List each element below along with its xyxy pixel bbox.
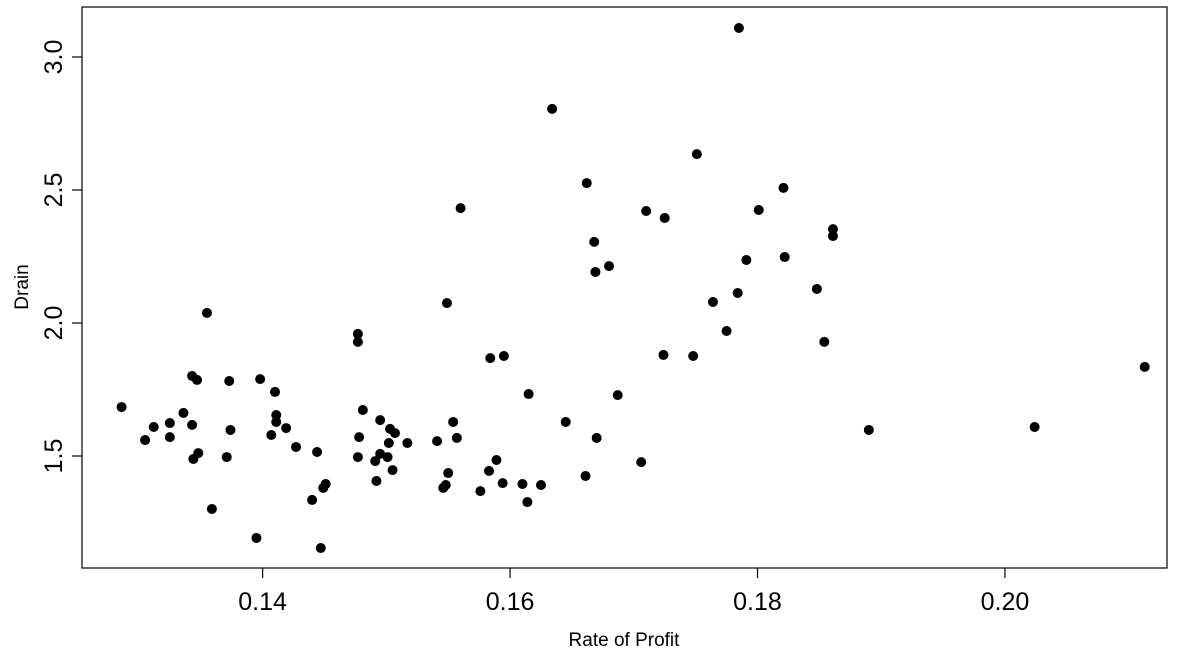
point xyxy=(206,503,217,514)
point xyxy=(455,203,466,214)
y-axis-label: Drain xyxy=(12,264,33,309)
point xyxy=(221,452,232,463)
point xyxy=(402,437,413,448)
point xyxy=(187,419,198,430)
point xyxy=(269,386,280,397)
point xyxy=(484,465,495,476)
point xyxy=(827,231,838,242)
point xyxy=(352,452,363,463)
point xyxy=(255,374,266,385)
point xyxy=(659,212,670,223)
point xyxy=(441,298,452,309)
point xyxy=(164,432,175,443)
point xyxy=(641,206,652,217)
point xyxy=(485,353,496,364)
point xyxy=(523,389,534,400)
point xyxy=(312,447,323,458)
point xyxy=(225,424,236,435)
point xyxy=(707,296,718,307)
point xyxy=(148,422,159,433)
x-axis-label: Rate of Profit xyxy=(569,630,681,651)
x-tick-label: 0.14 xyxy=(238,588,287,616)
point xyxy=(371,476,382,487)
point xyxy=(581,178,592,189)
point xyxy=(352,336,363,347)
y-tick-label: 3.0 xyxy=(40,40,68,75)
point xyxy=(491,455,502,466)
point xyxy=(612,390,623,401)
point xyxy=(863,424,874,435)
point xyxy=(164,418,175,429)
point xyxy=(281,423,292,434)
point xyxy=(658,349,669,360)
point xyxy=(375,415,386,426)
point xyxy=(178,407,189,418)
point xyxy=(819,336,830,347)
point xyxy=(354,432,365,443)
point xyxy=(307,494,318,505)
y-tick-label: 2.0 xyxy=(40,306,68,341)
point xyxy=(604,261,615,272)
point xyxy=(116,402,127,413)
x-tick-label: 0.16 xyxy=(486,588,535,616)
x-tick-label: 0.18 xyxy=(733,588,782,616)
point xyxy=(691,149,702,160)
point xyxy=(315,543,326,554)
x-tick-label: 0.20 xyxy=(981,588,1030,616)
point xyxy=(1029,422,1040,433)
point xyxy=(811,283,822,294)
point xyxy=(753,204,764,215)
point xyxy=(721,325,732,336)
point xyxy=(251,532,262,543)
point xyxy=(193,448,204,459)
point xyxy=(547,103,558,114)
point xyxy=(517,478,528,489)
point xyxy=(271,416,282,427)
point xyxy=(291,441,302,452)
point xyxy=(357,404,368,415)
plot-frame xyxy=(81,6,1168,569)
point xyxy=(224,376,235,386)
point xyxy=(390,428,401,439)
point xyxy=(498,350,509,361)
point xyxy=(140,435,151,446)
point xyxy=(383,437,394,448)
point xyxy=(778,182,789,193)
point xyxy=(535,480,546,491)
point xyxy=(387,465,398,476)
point xyxy=(732,287,743,298)
point xyxy=(733,23,744,34)
point xyxy=(320,478,331,489)
point xyxy=(1139,361,1150,372)
point xyxy=(266,429,277,440)
point xyxy=(448,416,459,427)
point xyxy=(497,478,508,489)
point xyxy=(370,456,381,467)
point xyxy=(636,457,647,468)
y-tick-label: 1.5 xyxy=(40,439,68,474)
point xyxy=(201,307,212,318)
point xyxy=(475,486,486,497)
point xyxy=(589,236,600,247)
y-tick-label: 2.5 xyxy=(40,173,68,208)
point xyxy=(779,252,790,263)
point xyxy=(560,416,571,427)
point xyxy=(522,497,533,508)
point xyxy=(741,254,752,265)
point xyxy=(591,432,602,443)
point xyxy=(192,374,203,385)
point xyxy=(440,480,451,491)
point xyxy=(432,436,443,447)
point xyxy=(443,468,454,479)
point xyxy=(590,266,601,277)
point xyxy=(688,350,699,361)
point xyxy=(451,432,462,443)
point xyxy=(382,452,393,463)
point xyxy=(580,470,591,481)
